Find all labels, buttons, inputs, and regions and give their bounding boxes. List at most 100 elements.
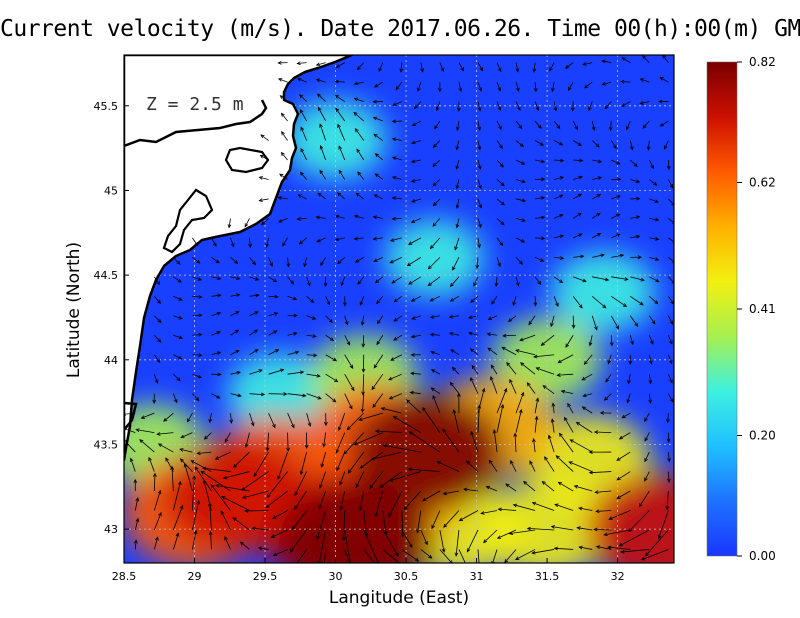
velocity-arrow — [607, 354, 612, 365]
velocity-arrow — [572, 193, 583, 200]
velocity-arrow — [393, 315, 403, 322]
chart-title: Current velocity (m/s). Date 2017.06.26.… — [0, 16, 800, 42]
velocity-arrow — [224, 432, 231, 443]
x-tick-label: 30.5 — [394, 570, 419, 583]
velocity-arrow — [211, 293, 222, 298]
velocity-arrow — [532, 62, 537, 73]
velocity-arrow — [322, 432, 327, 448]
velocity-arrow — [568, 461, 593, 472]
velocity-arrow — [564, 62, 574, 69]
velocity-arrow — [258, 176, 269, 180]
velocity-arrow — [134, 497, 140, 511]
axis-ticks: 28.5 29 29.5 30 30.5 31 31.5 32 43 43.5 44 44.5 45 45… — [94, 100, 625, 583]
speed-blob — [277, 480, 436, 563]
velocity-arrow — [407, 467, 440, 472]
velocity-arrow — [611, 213, 621, 219]
velocity-arrow — [432, 394, 441, 414]
velocity-arrow — [534, 101, 540, 112]
velocity-arrow — [448, 331, 460, 336]
velocity-arrow — [666, 159, 671, 171]
velocity-arrow — [135, 428, 155, 434]
velocity-arrow — [429, 237, 441, 250]
velocity-arrow — [287, 276, 295, 285]
velocity-arrow — [211, 393, 221, 399]
velocity-arrow — [230, 393, 242, 398]
velocity-arrow — [648, 159, 654, 170]
velocity-arrow — [666, 413, 670, 424]
velocity-arrow — [401, 549, 420, 562]
velocity-arrow — [649, 256, 660, 261]
colorbar-tick-label: 0.00 — [749, 549, 776, 563]
velocity-arrow — [659, 77, 669, 83]
velocity-arrow — [296, 217, 307, 221]
coastline — [124, 55, 354, 462]
velocity-arrow — [180, 432, 193, 439]
velocity-arrow — [618, 529, 650, 547]
velocity-arrow — [667, 335, 673, 345]
velocity-arrow — [277, 196, 288, 200]
velocity-arrow — [196, 451, 212, 456]
velocity-arrow — [485, 485, 498, 492]
velocity-arrow — [260, 134, 269, 141]
velocity-arrow — [359, 296, 365, 306]
velocity-arrow — [572, 120, 578, 131]
velocity-arrow — [569, 439, 593, 453]
colorbar-tick-label: 0.82 — [749, 55, 776, 69]
velocity-arrow — [360, 315, 365, 326]
velocity-arrow — [319, 169, 327, 180]
velocity-arrow — [488, 459, 498, 472]
velocity-arrow — [186, 412, 193, 423]
velocity-arrow — [173, 354, 183, 360]
velocity-arrow — [667, 354, 673, 365]
velocity-arrow — [551, 82, 555, 93]
velocity-arrow — [592, 233, 602, 239]
velocity-arrow — [519, 334, 536, 342]
velocity-arrow — [153, 354, 161, 364]
velocity-arrow — [667, 471, 671, 483]
velocity-arrow — [306, 353, 318, 358]
velocity-arrow — [534, 397, 540, 414]
velocity-arrow — [339, 490, 346, 511]
velocity-arrow — [494, 276, 499, 288]
velocity-arrow — [249, 413, 255, 427]
velocity-arrow — [648, 335, 654, 345]
velocity-arrow — [515, 408, 523, 433]
velocity-arrow — [376, 335, 384, 346]
velocity-arrow — [372, 116, 383, 122]
velocity-arrow — [432, 179, 441, 187]
colorbar-tick-label: 0.41 — [749, 302, 776, 316]
velocity-arrow — [344, 335, 351, 346]
plot-frame — [123, 54, 675, 564]
velocity-arrow — [324, 549, 327, 563]
velocity-arrow — [526, 382, 536, 394]
velocity-arrow — [534, 415, 539, 433]
velocity-arrow — [244, 432, 250, 448]
velocity-arrow — [475, 257, 480, 270]
velocity-arrow — [593, 430, 612, 434]
velocity-arrow — [230, 293, 241, 297]
velocity-arrow — [277, 60, 288, 65]
velocity-arrow — [230, 350, 240, 356]
plot-area — [124, 55, 674, 563]
velocity-arrow — [576, 526, 593, 531]
velocity-arrow — [299, 94, 307, 102]
velocity-arrow — [411, 140, 421, 145]
velocity-arrow — [335, 62, 345, 68]
velocity-arrow — [361, 354, 366, 373]
velocity-arrow — [550, 525, 574, 531]
velocity-arrow — [505, 483, 517, 492]
velocity-arrow — [395, 81, 403, 91]
velocity-arrow — [591, 140, 600, 148]
velocity-arrow — [294, 471, 307, 496]
velocity-arrow — [666, 432, 671, 443]
velocity-arrow — [230, 237, 235, 248]
velocity-arrow — [496, 179, 505, 187]
velocity-arrow — [268, 392, 288, 396]
velocity-arrow — [300, 126, 307, 141]
velocity-arrow — [422, 490, 441, 502]
velocity-arrow — [455, 198, 460, 209]
velocity-arrow — [192, 373, 202, 379]
x-tick-label: 30 — [329, 570, 343, 583]
velocity-arrow — [630, 276, 645, 282]
velocity-arrow — [507, 315, 517, 323]
